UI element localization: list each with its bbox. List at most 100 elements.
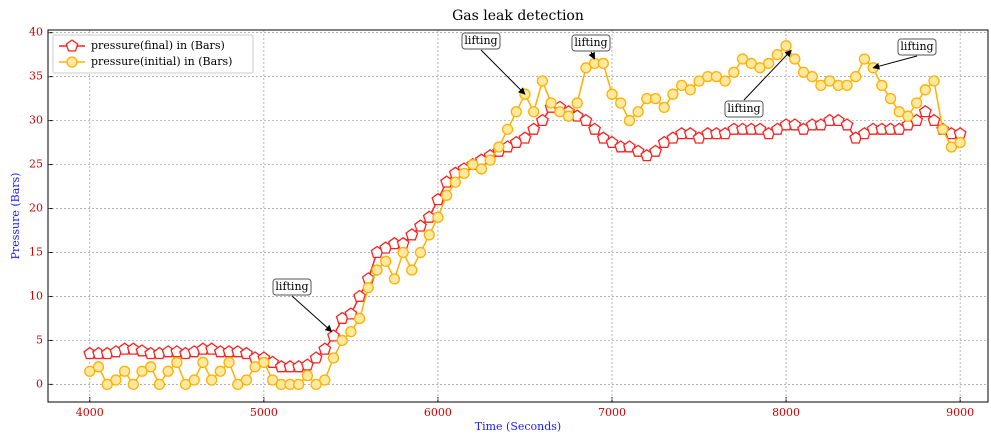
legend-box — [52, 34, 254, 74]
marker — [318, 342, 332, 355]
marker — [449, 176, 461, 188]
marker — [937, 123, 949, 136]
marker — [754, 62, 766, 74]
marker — [309, 351, 323, 364]
x-axis-label: Time (Seconds) — [475, 420, 561, 433]
marker — [118, 365, 131, 377]
annotation-text: lifting — [727, 102, 760, 115]
x-tick-label: 6000 — [424, 406, 452, 419]
marker — [319, 374, 331, 386]
annotation-text: lifting — [574, 36, 607, 49]
marker — [188, 374, 200, 386]
marker — [84, 365, 96, 377]
marker — [536, 75, 549, 87]
annotation-arrow — [588, 51, 596, 60]
marker — [684, 84, 696, 96]
legend-label: pressure(initial) in (Bars) — [91, 55, 232, 68]
marker — [205, 374, 218, 386]
marker — [736, 53, 749, 65]
marker — [545, 97, 557, 109]
marker — [345, 325, 357, 338]
marker — [597, 57, 609, 70]
marker — [780, 40, 792, 52]
y-tick-label: 30 — [29, 114, 43, 127]
x-tick-label: 9000 — [946, 406, 974, 419]
y-tick-label: 0 — [36, 377, 43, 390]
marker — [606, 88, 618, 100]
annotation-box — [461, 32, 501, 50]
marker — [719, 75, 731, 87]
marker — [110, 374, 122, 386]
marker — [945, 141, 958, 153]
marker — [126, 342, 140, 355]
marker — [884, 92, 897, 105]
marker — [171, 356, 183, 369]
y-axis-label: Pressure (Bars) — [9, 173, 22, 260]
marker — [388, 273, 401, 285]
marker — [414, 219, 427, 232]
marker — [580, 62, 592, 74]
marker — [632, 106, 644, 118]
marker — [693, 75, 705, 87]
marker — [893, 106, 905, 118]
marker — [562, 110, 575, 122]
marker — [405, 228, 419, 241]
marker — [371, 264, 383, 276]
marker — [353, 289, 367, 302]
marker — [928, 75, 940, 87]
y-tick-label: 20 — [29, 202, 43, 215]
marker — [667, 88, 679, 100]
marker — [197, 356, 209, 369]
marker — [336, 334, 348, 347]
marker — [850, 70, 862, 83]
y-tick-label: 40 — [29, 26, 43, 39]
marker — [127, 378, 139, 391]
marker — [510, 106, 522, 118]
marker — [649, 144, 662, 157]
marker — [432, 211, 444, 223]
marker — [327, 329, 340, 342]
marker — [170, 345, 184, 358]
series-line — [89, 106, 961, 368]
chart-title: Gas leak detection — [452, 8, 584, 24]
annotation-arrow — [872, 55, 918, 70]
marker — [675, 79, 688, 92]
marker — [954, 136, 966, 149]
marker — [162, 365, 174, 377]
legend-label: pressure(final) in (Bars) — [91, 39, 225, 52]
annotation-box — [272, 278, 312, 296]
marker — [458, 167, 470, 179]
marker — [353, 312, 366, 325]
marker — [258, 356, 270, 369]
annotation-text: lifting — [275, 280, 308, 293]
marker — [918, 104, 932, 118]
marker — [927, 113, 941, 127]
marker — [249, 361, 261, 373]
y-tick-label: 25 — [29, 158, 43, 171]
marker — [841, 79, 853, 92]
marker — [771, 48, 784, 61]
y-tick-label: 5 — [36, 333, 43, 346]
marker — [153, 378, 166, 391]
x-tick-label: 5000 — [250, 406, 278, 419]
y-tick-label: 15 — [29, 245, 43, 258]
marker — [649, 92, 662, 105]
annotation-box — [897, 38, 937, 56]
marker — [179, 378, 192, 391]
marker — [240, 374, 253, 386]
marker — [528, 106, 540, 118]
annotation-box — [724, 100, 764, 118]
marker — [876, 79, 888, 92]
marker — [919, 84, 931, 96]
marker — [362, 282, 374, 294]
marker — [223, 356, 235, 369]
marker — [571, 97, 583, 109]
marker — [858, 53, 871, 65]
marker — [423, 229, 435, 241]
marker — [310, 378, 322, 391]
marker — [535, 113, 549, 127]
marker — [840, 118, 854, 131]
marker — [623, 114, 636, 127]
marker — [92, 361, 105, 373]
annotation-arrow — [291, 295, 333, 333]
